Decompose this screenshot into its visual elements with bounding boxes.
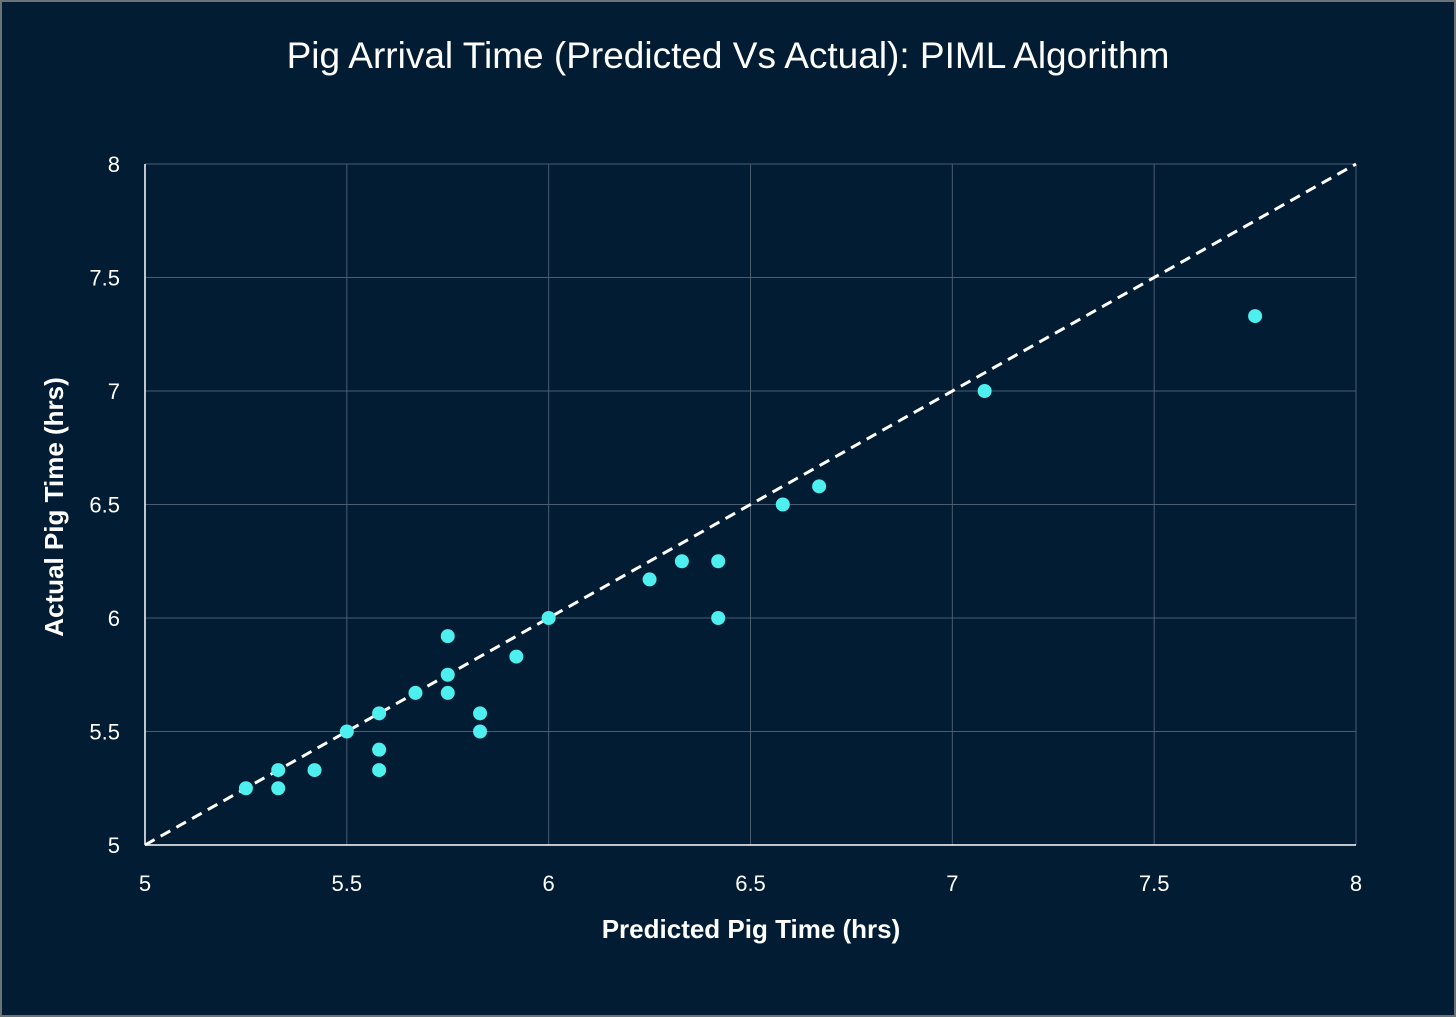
data-point xyxy=(440,685,455,700)
x-tick-label: 7.5 xyxy=(1139,871,1170,896)
data-point xyxy=(1248,309,1263,324)
y-tick-label: 7.5 xyxy=(89,266,120,291)
reference-line-group xyxy=(144,162,1357,847)
data-points xyxy=(238,309,1263,796)
data-point xyxy=(271,763,286,778)
data-point xyxy=(307,763,322,778)
x-tick-label: 6 xyxy=(543,871,555,896)
data-point xyxy=(372,742,387,757)
data-point xyxy=(238,781,253,796)
data-point xyxy=(473,706,488,721)
y-tick-label: 7 xyxy=(108,379,120,404)
chart-title: Pig Arrival Time (Predicted Vs Actual): … xyxy=(287,35,1170,76)
y-axis-title: Actual Pig Time (hrs) xyxy=(39,377,69,637)
data-point xyxy=(372,706,387,721)
data-point xyxy=(674,554,689,569)
data-point xyxy=(775,497,790,512)
data-point xyxy=(977,384,992,398)
y-tick-label: 6.5 xyxy=(89,493,120,518)
x-tick-label: 5 xyxy=(139,871,151,896)
y-tick-label: 8 xyxy=(108,152,120,177)
y-tick-label: 5 xyxy=(108,833,120,858)
data-point xyxy=(440,629,455,644)
data-point xyxy=(372,763,387,778)
x-tick-label: 5.5 xyxy=(332,871,363,896)
data-point xyxy=(711,611,726,625)
y-tick-label: 6 xyxy=(108,606,120,631)
tick-labels: 5 5.5 6 6.5 7 7.5 8 5 5.5 6 6.5 7 7.5 8 xyxy=(89,152,1362,896)
x-tick-label: 7 xyxy=(946,871,958,896)
data-point xyxy=(642,572,657,587)
x-axis-title: Predicted Pig Time (hrs) xyxy=(602,914,901,944)
data-point xyxy=(440,667,455,682)
axes xyxy=(144,164,1356,846)
data-point xyxy=(509,649,524,664)
data-point xyxy=(473,724,488,739)
y-tick-label: 5.5 xyxy=(89,720,120,745)
data-point xyxy=(339,724,354,739)
data-point xyxy=(541,611,556,625)
data-point xyxy=(812,479,827,494)
data-point xyxy=(408,685,423,700)
x-tick-label: 8 xyxy=(1350,871,1362,896)
data-point xyxy=(711,554,726,569)
data-point xyxy=(271,781,286,796)
x-tick-label: 6.5 xyxy=(735,871,766,896)
reference-line xyxy=(144,162,1357,847)
